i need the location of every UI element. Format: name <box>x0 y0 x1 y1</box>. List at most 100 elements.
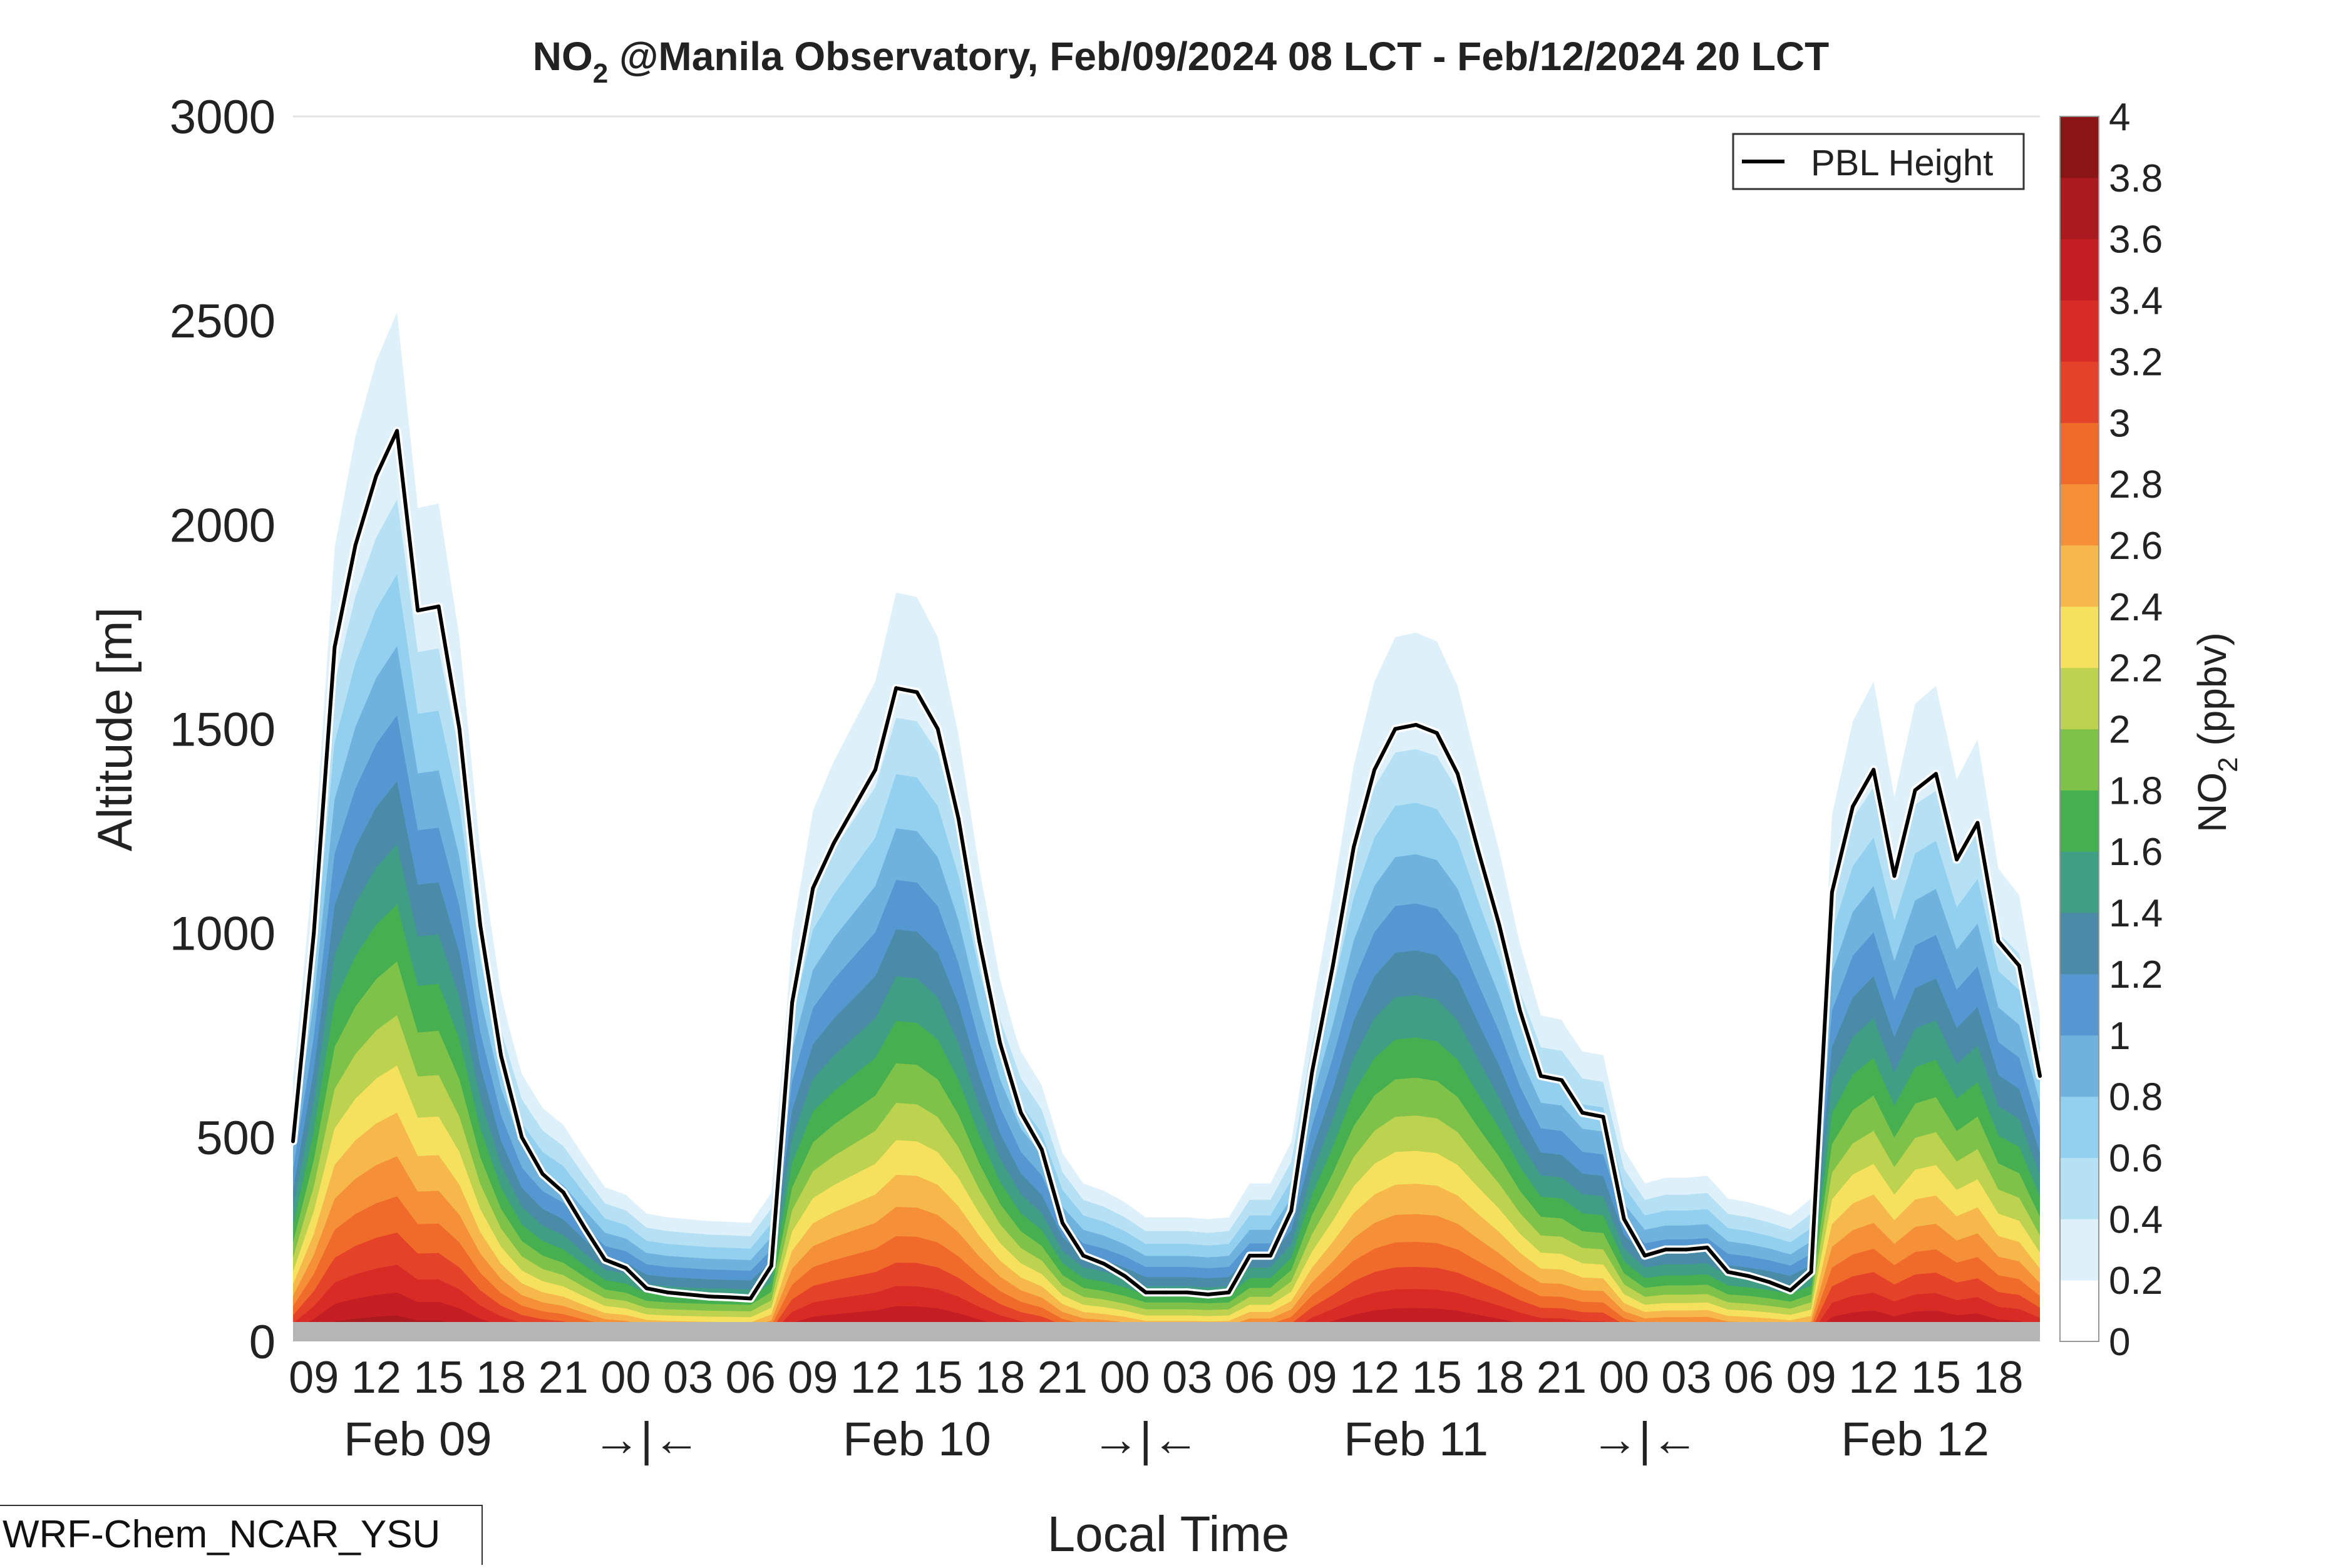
colorbar-swatch <box>2060 545 2099 607</box>
pbl-line-segment <box>998 1041 1023 1115</box>
colorbar-swatch <box>2060 973 2099 1036</box>
colorbar-tick-label: 0.8 <box>2109 1076 2163 1119</box>
pbl-line-segment <box>561 1190 586 1229</box>
colorbar: 0 0.2 0.4 0.6 0.8 1 1.2 1.4 1.6 1.8 2 2.2 2.4 2.6 2.8 3… <box>2059 96 2163 1364</box>
pbl-line-segment <box>1123 1274 1148 1294</box>
colorbar-tick-label: 1.2 <box>2109 953 2163 997</box>
colorbar-tick-label: 3.6 <box>2109 218 2163 262</box>
pbl-line-segment <box>1039 1147 1064 1225</box>
pbl-line-segment <box>499 1053 524 1139</box>
colorbar-swatch <box>2060 729 2099 791</box>
x-tick-label: 15 <box>413 1353 463 1403</box>
colorbar-swatch <box>2060 300 2099 362</box>
pbl-line-segment <box>1809 890 1834 1274</box>
pbl-line-segment <box>1456 772 1481 854</box>
x-day-label: Feb 12 <box>1841 1413 1989 1466</box>
concentration-band-11 <box>293 1065 2040 1341</box>
chart-title: NO2 @Manila Observatory, Feb/09/2024 08 … <box>533 34 1829 89</box>
colorbar-swatch <box>2060 1280 2099 1342</box>
pbl-line-segment <box>1975 821 2000 943</box>
colorbar-label-subscript: 2 <box>2213 757 2243 772</box>
y-tick-label: 1000 <box>170 908 275 961</box>
pbl-line-segment <box>1102 1262 1127 1278</box>
model-label: WRF-Chem_NCAR_YSU <box>0 1505 483 1565</box>
concentration-band-12 <box>293 1112 2040 1341</box>
x-day-label: Feb 11 <box>1344 1413 1488 1466</box>
title-species: NO <box>533 34 593 79</box>
pbl-line-segment <box>1331 845 1356 968</box>
legend-label: PBL Height <box>1811 143 1993 183</box>
y-tick-label: 500 <box>196 1112 275 1165</box>
pbl-line-segment <box>790 886 815 1005</box>
pbl-line-segment <box>1289 1070 1314 1213</box>
colorbar-tick-label: 3 <box>2109 402 2130 445</box>
pbl-line-segment <box>603 1258 628 1270</box>
pbl-line-segment <box>478 923 503 1058</box>
pbl-line-segment <box>915 690 940 731</box>
x-tick-label: 06 <box>1724 1353 1774 1403</box>
x-tick-label: 03 <box>1661 1353 1711 1403</box>
pbl-line-segment <box>1060 1221 1086 1258</box>
colorbar-tick-label: 2.2 <box>2109 647 2163 690</box>
pbl-line-segment <box>582 1225 607 1262</box>
pbl-line-segment <box>728 1295 753 1301</box>
pbl-line-segment <box>956 817 982 943</box>
colorbar-tick-label: 0.4 <box>2109 1198 2163 1241</box>
colorbar-swatch <box>2060 1219 2099 1281</box>
concentration-band-8 <box>293 904 2040 1341</box>
colorbar-swatch <box>2060 913 2099 975</box>
colorbar-tick-label: 2.8 <box>2109 463 2163 506</box>
pbl-line-segment <box>624 1266 649 1291</box>
pbl-line-segment <box>1414 722 1439 735</box>
x-tick-label: 18 <box>975 1353 1025 1403</box>
pbl-line-segment <box>935 727 960 821</box>
pbl-line-segment <box>686 1292 711 1299</box>
concentration-band-13 <box>293 1156 2040 1341</box>
x-tick-label: 09 <box>1786 1353 1836 1403</box>
pbl-line-segment <box>1269 1209 1294 1258</box>
pbl-line-segment <box>1497 923 1522 1013</box>
pbl-line-segment <box>1351 767 1377 849</box>
pbl-line-segment <box>1892 788 1917 878</box>
pbl-line-segment <box>894 686 919 694</box>
colorbar-tick-label: 3.8 <box>2109 157 2163 200</box>
x-day-label: →|← <box>1092 1413 1200 1466</box>
pbl-line-segment <box>1227 1254 1252 1294</box>
pbl-line-segment <box>1310 963 1335 1074</box>
x-axis: 09 12 15 18 21 00 03 06 09 12 15 18 21 00 03 06 09 12 15 18… <box>289 1353 2023 1466</box>
colorbar-tick-label: 0.6 <box>2109 1137 2163 1180</box>
colorbar-swatch <box>2060 1157 2099 1219</box>
pbl-line-segment <box>852 767 877 809</box>
colorbar-swatch <box>2060 790 2099 852</box>
x-tick-label: 00 <box>1599 1353 1649 1403</box>
pbl-line-segment <box>1580 1110 1605 1119</box>
pbl-line-segment <box>457 727 482 927</box>
y-axis-label: Altitude [m] <box>87 607 142 851</box>
colorbar-swatch <box>2060 667 2099 729</box>
pbl-line-segment <box>1434 731 1460 776</box>
pbl-line-segment <box>1372 727 1398 772</box>
y-tick-label: 1500 <box>170 704 275 757</box>
pbl-line-segment <box>707 1294 732 1299</box>
concentration-band-14 <box>293 1196 2040 1341</box>
x-day-label: →|← <box>1591 1413 1699 1466</box>
colorbar-swatch <box>2060 606 2099 669</box>
title-subscript: 2 <box>593 58 608 89</box>
colorbar-tick-label: 1.6 <box>2109 831 2163 874</box>
concentration-band-9 <box>293 961 2040 1341</box>
pbl-line-segment <box>1747 1274 1772 1284</box>
x-tick-label: 18 <box>476 1353 526 1403</box>
x-tick-label: 00 <box>1100 1353 1150 1403</box>
x-tick-label: 18 <box>1474 1353 1524 1403</box>
x-tick-label: 12 <box>850 1353 900 1403</box>
pbl-line-segment <box>1185 1290 1210 1296</box>
colorbar-swatch <box>2060 1035 2099 1097</box>
x-tick-label: 00 <box>600 1353 651 1403</box>
x-day-label: Feb 09 <box>344 1413 492 1466</box>
colorbar-swatch <box>2060 238 2099 301</box>
y-tick-label: 2000 <box>170 499 275 552</box>
colorbar-swatch <box>2060 116 2099 178</box>
surface-strip <box>293 1322 2040 1341</box>
x-tick-label: 09 <box>289 1353 339 1403</box>
